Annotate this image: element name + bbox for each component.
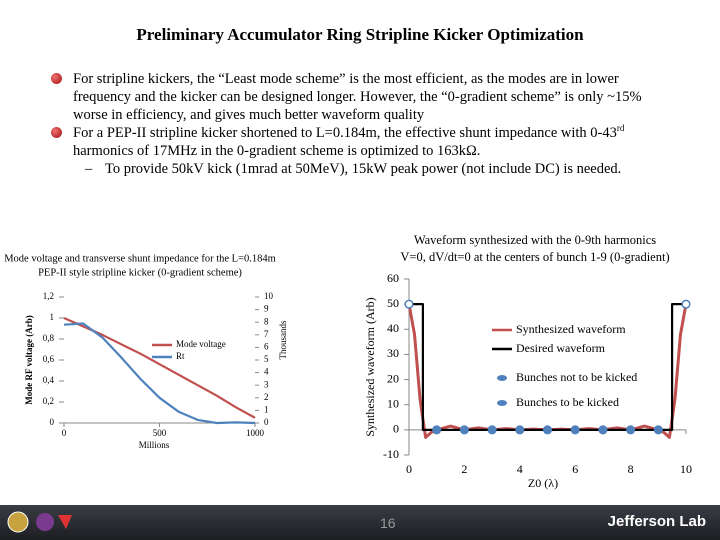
chart-title: Mode voltage and transverse shunt impeda… (4, 253, 276, 264)
legend-label: Bunches to be kicked (516, 395, 619, 409)
footer: 16 Jefferson Lab (0, 505, 720, 540)
marker (487, 425, 497, 435)
marker (653, 425, 663, 435)
y-tick-label: 1 (50, 312, 55, 322)
sub-bullet-text: To provide 50kV kick (1mrad at 50MeV), 1… (105, 161, 622, 177)
x-tick-label: 2 (461, 462, 467, 476)
x-tick-label: 500 (153, 428, 167, 438)
marker (570, 425, 580, 435)
y2-tick-label: 8 (264, 316, 269, 326)
y-tick-label: 0,4 (43, 375, 55, 385)
bullet-text: For stripline kickers, the “Least mode s… (73, 71, 642, 123)
y-tick-label: 60 (387, 271, 399, 285)
y2-tick-label: 0 (264, 417, 269, 427)
legend-marker (497, 400, 507, 406)
x-tick-label: 4 (517, 462, 523, 476)
y2-tick-label: 3 (264, 379, 269, 389)
marker (542, 425, 553, 435)
bullet-text: harmonics of 17MHz in the 0-gradient sch… (73, 143, 481, 159)
y-tick-label: -10 (383, 447, 399, 461)
y2-axis-label: Thousands (278, 320, 288, 359)
bullet-list: For stripline kickers, the “Least mode s… (51, 70, 663, 178)
bullet-text: rd (616, 123, 625, 134)
marker (515, 425, 525, 435)
y2-tick-label: 5 (264, 354, 269, 364)
y-axis-label: Synthesized waveform (Arb) (363, 297, 377, 436)
dash: – (85, 161, 93, 177)
bullet: For stripline kickers, the “Least mode s… (51, 70, 663, 124)
legend-label: Bunches not to be kicked (516, 370, 637, 384)
sub-bullet: – To provide 50kV kick (1mrad at 50MeV), … (73, 160, 663, 178)
legend-label: Rt (176, 351, 185, 361)
series-line (63, 316, 256, 419)
logo-text: Jefferson Lab (607, 513, 706, 530)
legend-label: Desired waveform (516, 341, 606, 355)
y-tick-label: 40 (387, 321, 399, 335)
y2-tick-label: 1 (264, 404, 269, 414)
chart-title: Waveform synthesized with the 0-9th harm… (414, 233, 656, 247)
bullet-text: For a PEP-II stripline kicker shortened … (73, 125, 617, 141)
y2-tick-label: 10 (264, 291, 274, 301)
y-tick-label: 0 (50, 417, 55, 427)
y2-tick-label: 9 (264, 304, 269, 314)
y-tick-label: 0,6 (43, 354, 55, 364)
y-tick-label: 0,2 (43, 396, 54, 406)
legend-label: Mode voltage (176, 339, 226, 349)
x-tick-label: 6 (572, 462, 578, 476)
legend-label: Synthesized waveform (516, 322, 626, 336)
chart-title: V=0, dV/dt=0 at the centers of bunch 1-9… (400, 250, 669, 264)
x-tick-label: 0 (62, 428, 67, 438)
charts: Mode voltage and transverse shunt impeda… (4, 233, 692, 490)
y-tick-label: 1,2 (43, 291, 54, 301)
chart-title: PEP-II style stripline kicker (0-gradien… (38, 267, 242, 278)
logo-mark (58, 515, 72, 529)
logo-seal (7, 511, 29, 533)
x-tick-label: 0 (406, 462, 412, 476)
series-line (63, 322, 256, 425)
y2-tick-label: 4 (264, 367, 269, 377)
y-tick-label: 0 (393, 422, 399, 436)
marker (598, 425, 608, 435)
y2-tick-label: 2 (264, 392, 269, 402)
legend-marker (497, 375, 507, 381)
y2-tick-label: 7 (264, 329, 269, 339)
x-tick-label: 1000 (246, 428, 265, 438)
marker (404, 299, 414, 309)
x-axis-label: Millions (139, 440, 170, 450)
marker (432, 425, 442, 435)
footer-logos (7, 511, 72, 533)
x-tick-label: 8 (628, 462, 634, 476)
bullet: For a PEP-II stripline kicker shortened … (51, 123, 663, 160)
y-tick-label: 50 (387, 296, 399, 310)
y-tick-label: 20 (387, 371, 399, 385)
x-axis-label: Z0 (λ) (528, 476, 558, 490)
marker (459, 425, 469, 435)
y-axis-label: Mode RF voltage (Arb) (24, 315, 34, 404)
slide-title: Preliminary Accumulator Ring Stripline K… (136, 25, 584, 44)
y-tick-label: 0,8 (43, 333, 55, 343)
logo-mark (36, 513, 54, 531)
x-tick-label: 10 (680, 462, 692, 476)
page-number: 16 (380, 515, 396, 531)
y2-tick-label: 6 (264, 341, 269, 351)
y-tick-label: 30 (387, 346, 399, 360)
marker (626, 425, 636, 435)
marker (681, 299, 691, 309)
y-tick-label: 10 (387, 396, 399, 410)
